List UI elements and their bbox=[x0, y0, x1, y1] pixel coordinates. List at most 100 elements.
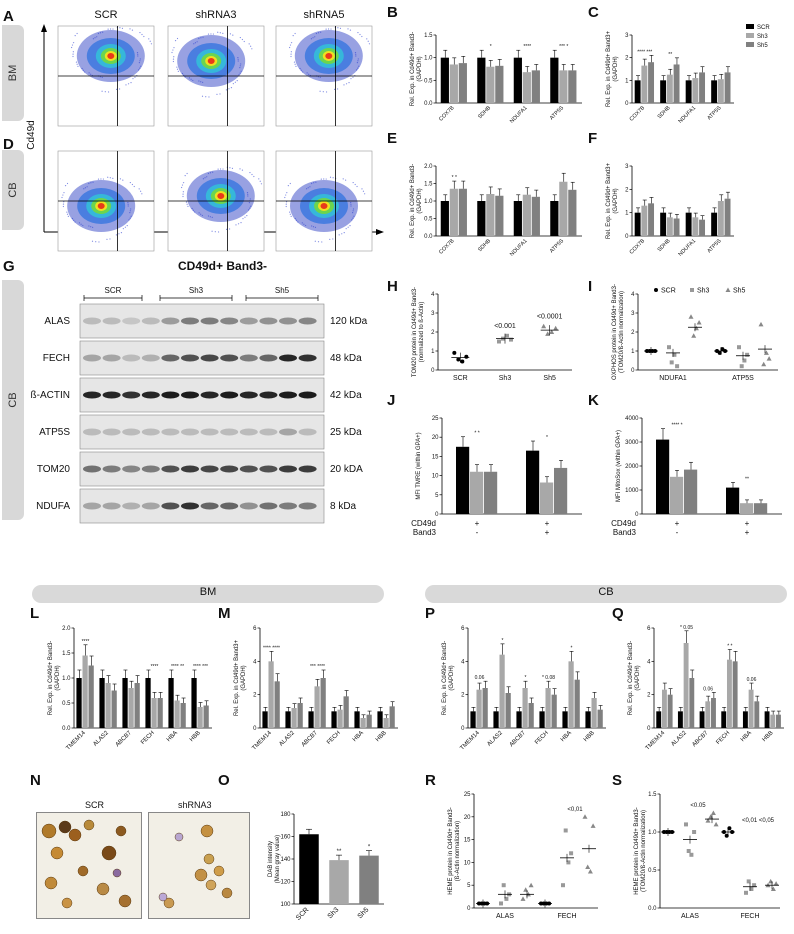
ytick-L-1: 0.5 bbox=[62, 701, 71, 707]
point-R-0-1-2 bbox=[504, 896, 509, 901]
bar-Q-2-2 bbox=[711, 698, 716, 728]
blot-label-4: TOM20 bbox=[37, 464, 71, 475]
bar-M-4-1 bbox=[360, 718, 366, 728]
xtick-L-5: HBB bbox=[189, 730, 202, 743]
chart-i: 0 1 2 3 4 OXPHOS protein in Cd49d+ Band3- (TOM… bbox=[612, 284, 778, 382]
panel-label-p: P bbox=[425, 605, 436, 622]
bar-C-0-0 bbox=[634, 80, 641, 103]
blot-band-fech bbox=[79, 340, 325, 376]
xtick-I-1: ATP5S bbox=[732, 375, 754, 382]
panel-label-a: A bbox=[3, 8, 14, 25]
ylabel-S-0: HEME protein in Cd49d+ Band3- bbox=[634, 807, 640, 895]
bar-F-3-0 bbox=[711, 212, 718, 236]
flow-plot-cb-0 bbox=[57, 150, 155, 252]
xtick-H-1: Sh3 bbox=[499, 375, 512, 382]
xtick-C-3: ATP5S bbox=[706, 105, 723, 122]
bar-P-0-1 bbox=[476, 689, 482, 728]
micrograph-scr bbox=[36, 812, 142, 919]
ytick-B-3: 1.5 bbox=[424, 33, 433, 39]
bar-P-5-2 bbox=[597, 709, 603, 728]
chart-m: 0 2 4 6 Rel. Exp. in Cd49d+ Band3+ (GAPDH) ***… bbox=[234, 626, 398, 752]
bar-M-2-0 bbox=[308, 711, 314, 728]
ylabel-I-0: OXPHOS protein in Cd49d+ Band3- bbox=[612, 284, 618, 380]
panel-label-e: E bbox=[387, 130, 398, 147]
bar-M-0-1 bbox=[268, 661, 274, 728]
xtick-P-5: HBB bbox=[583, 730, 596, 743]
bar-E-0-1 bbox=[449, 188, 458, 236]
flow-plots: Cd49dBand3SCRshRNA3shRNA5 bbox=[26, 9, 384, 252]
point-I-0-1-3 bbox=[675, 364, 680, 369]
ytick-J-2: 10 bbox=[432, 474, 439, 480]
flow-column-scr: SCR bbox=[94, 9, 117, 21]
side-tab-bm: BM bbox=[2, 25, 24, 121]
bar-F-2-0 bbox=[685, 212, 692, 236]
bar-M-1-0 bbox=[285, 711, 291, 728]
xtick-P-2: ABCB7 bbox=[509, 730, 528, 749]
row-label-K-1: Band3 bbox=[613, 528, 637, 537]
bar-M-1-2 bbox=[297, 703, 303, 728]
flow-plot-bm-1 bbox=[167, 25, 265, 127]
ytick-R-5: 25 bbox=[464, 792, 471, 798]
ylabel-C-0: Rel. Exp. in Cd49d+ Band3+ bbox=[606, 30, 612, 107]
bar-B-3-1 bbox=[559, 70, 568, 103]
bar-Q-2-0 bbox=[699, 711, 705, 728]
bar-Q-1-2 bbox=[689, 678, 695, 728]
annot-M-2: *** **** bbox=[310, 664, 325, 670]
bar-B-1-2 bbox=[495, 65, 504, 103]
ytick-B-1: 0.5 bbox=[424, 78, 433, 84]
bar-F-2-2 bbox=[699, 219, 706, 236]
chart-s: 0.0 0.5 1.0 1.5 HEME protein in Cd49d+ Band3… bbox=[634, 792, 780, 920]
bar-Q-0-2 bbox=[667, 694, 673, 728]
bar-K-0-2 bbox=[684, 469, 698, 514]
xtick-E-0: COX7B bbox=[438, 238, 456, 256]
annot-L-4: **** ** bbox=[171, 664, 184, 670]
ytick-F-0: 0 bbox=[625, 234, 629, 240]
bar-Q-3-0 bbox=[721, 711, 727, 728]
xtick-Q-2: ABCB7 bbox=[691, 730, 710, 749]
point-I-0-1-1 bbox=[669, 360, 674, 365]
annot-K-1: ** bbox=[745, 476, 749, 482]
bar-Q-5-1 bbox=[770, 714, 776, 728]
micrograph-a-cell bbox=[96, 882, 110, 896]
flow-y-axis-label: Cd49d bbox=[26, 120, 37, 149]
point-H-2-1 bbox=[545, 331, 551, 336]
point-S-1-1-0 bbox=[744, 890, 748, 895]
ytick-L-0: 0.0 bbox=[62, 726, 71, 732]
xtick-O-1: Sh3 bbox=[327, 906, 341, 920]
point-I-0-1-0 bbox=[667, 345, 671, 350]
bar-P-1-1 bbox=[499, 654, 505, 728]
bar-Q-4-2 bbox=[754, 701, 760, 728]
micrograph-b-cell bbox=[203, 853, 215, 865]
point-I-1-1-0 bbox=[737, 345, 741, 350]
ytick-O-0: 100 bbox=[280, 902, 291, 908]
ytick-E-1: 0.5 bbox=[424, 217, 433, 223]
bar-E-0-2 bbox=[458, 188, 467, 236]
bar-L-4-0 bbox=[168, 678, 174, 728]
micrograph-a-cell bbox=[68, 828, 82, 842]
bar-P-4-1 bbox=[568, 661, 574, 728]
bar-L-0-0 bbox=[76, 678, 82, 728]
xtick-F-2: NDUFA1 bbox=[678, 238, 698, 258]
bar-K-0-1 bbox=[670, 476, 684, 514]
bar-J-1-2 bbox=[554, 467, 568, 514]
panel-label-c: C bbox=[588, 4, 599, 21]
blot-label-5: NDUFA bbox=[36, 501, 70, 512]
ylabel-I-1: (TOM20/ß-Actin normalization) bbox=[619, 291, 625, 373]
ylabel-F-0: Rel. Exp. in Cd49d+ Band3+ bbox=[606, 162, 612, 239]
point-I-1-2-1 bbox=[761, 361, 767, 367]
ytick-Q-1: 2 bbox=[647, 693, 651, 699]
ytick-E-0: 0.0 bbox=[424, 234, 433, 240]
chart-p: 0 2 4 6 Rel. Exp. in Cd49d+ Band3- (GAPDH) 0.0… bbox=[442, 626, 606, 752]
bar-F-3-1 bbox=[717, 201, 724, 236]
bar-J-1-0 bbox=[526, 450, 540, 514]
legend-marker-I-1 bbox=[690, 288, 694, 292]
xtick-H-0: SCR bbox=[453, 375, 468, 382]
point-I-1-2-2 bbox=[763, 350, 769, 355]
xtick-R-0: ALAS bbox=[496, 913, 514, 920]
ytick-I-0: 0 bbox=[631, 368, 635, 374]
row-value-K-0-1: + bbox=[745, 519, 750, 528]
point-S-0-1-2 bbox=[689, 852, 694, 857]
ylabel-F-1: (GAPDH) bbox=[613, 188, 619, 213]
bar-L-4-1 bbox=[174, 700, 180, 728]
xtick-H-2: Sh5 bbox=[543, 375, 556, 382]
